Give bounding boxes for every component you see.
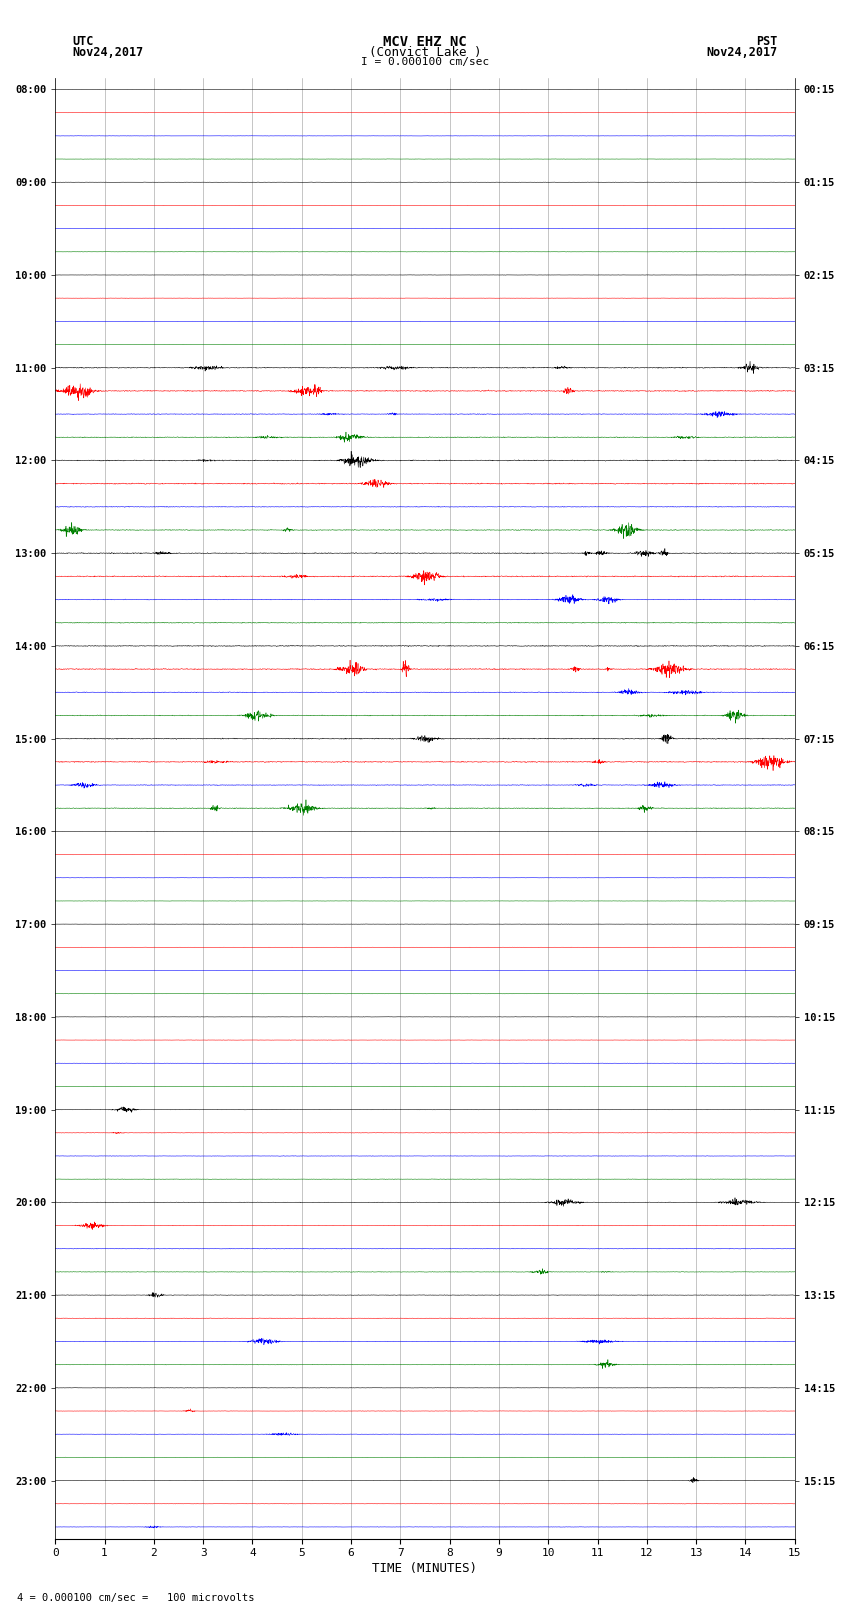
- Text: MCV EHZ NC: MCV EHZ NC: [383, 35, 467, 48]
- Text: Nov24,2017: Nov24,2017: [706, 45, 778, 60]
- Text: (Convict Lake ): (Convict Lake ): [369, 45, 481, 60]
- Text: UTC: UTC: [72, 35, 94, 48]
- Text: Nov24,2017: Nov24,2017: [72, 45, 144, 60]
- Text: I = 0.000100 cm/sec: I = 0.000100 cm/sec: [361, 58, 489, 68]
- Text: PST: PST: [756, 35, 778, 48]
- Text: 4 = 0.000100 cm/sec =   100 microvolts: 4 = 0.000100 cm/sec = 100 microvolts: [17, 1594, 254, 1603]
- X-axis label: TIME (MINUTES): TIME (MINUTES): [372, 1563, 478, 1576]
